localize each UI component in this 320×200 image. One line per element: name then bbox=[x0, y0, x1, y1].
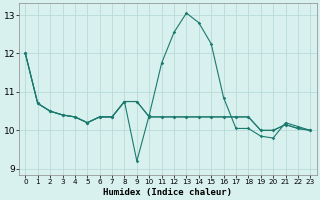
X-axis label: Humidex (Indice chaleur): Humidex (Indice chaleur) bbox=[103, 188, 232, 197]
